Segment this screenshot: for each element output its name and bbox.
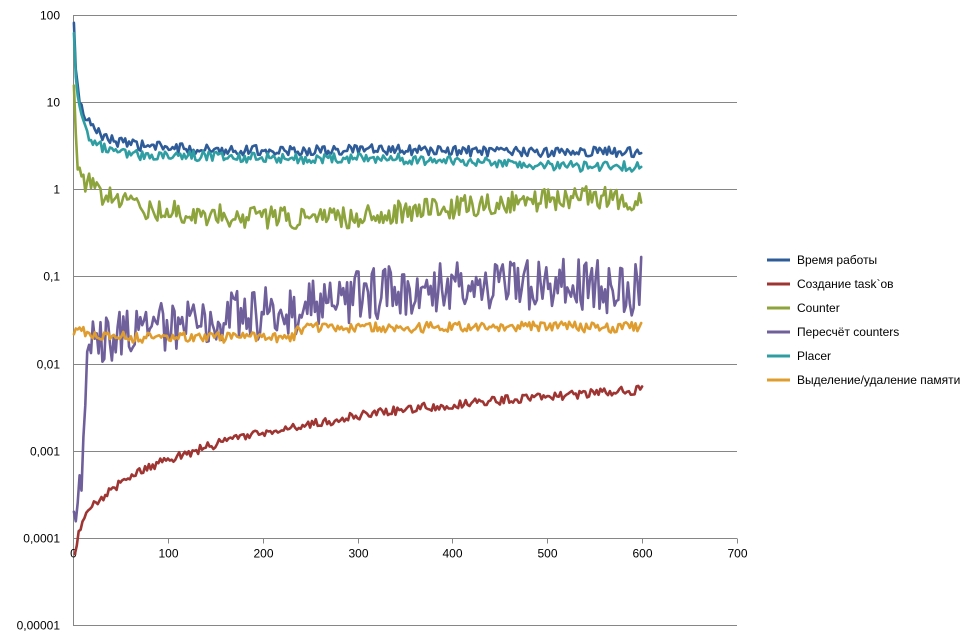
y-tick-label: 100 — [40, 9, 60, 23]
series-lines — [72, 21, 644, 556]
x-tick-label: 700 — [727, 547, 747, 561]
y-tick-label: 1 — [53, 183, 60, 197]
legend-label: Создание task`ов — [797, 277, 894, 291]
x-tick-label: 200 — [253, 547, 273, 561]
legend-label: Пересчёт counters — [797, 325, 899, 339]
x-tick-label: 100 — [158, 547, 178, 561]
legend: Время работы Создание task`ов Counter Перес… — [767, 253, 960, 387]
x-tick-label: 400 — [442, 547, 462, 561]
x-tick-label: 300 — [348, 547, 368, 561]
legend-label: Время работы — [797, 253, 877, 267]
y-tick-label: 0,1 — [43, 270, 60, 284]
x-tick-label: 600 — [632, 547, 652, 561]
series-line-0 — [72, 21, 643, 159]
y-tick-label: 0,00001 — [17, 619, 61, 633]
y-tick-label: 0,001 — [30, 445, 60, 459]
legend-label: Counter — [797, 301, 840, 315]
series-line-5 — [72, 320, 643, 344]
series-line-1 — [73, 384, 644, 556]
y-tick-label: 10 — [47, 96, 61, 110]
series-line-3 — [72, 255, 643, 523]
y-tick-label: 0,0001 — [23, 532, 60, 546]
legend-label: Placer — [797, 349, 831, 363]
axes: 0,00001 0,0001 0,001 0,01 0,1 1 10 100 0 100 200 30… — [17, 9, 748, 633]
x-tick-label: 500 — [537, 547, 557, 561]
series-line-2 — [72, 84, 643, 230]
y-tick-label: 0,01 — [37, 358, 61, 372]
legend-label: Выделение/удаление памяти — [797, 373, 960, 387]
x-tick-label: 0 — [70, 547, 77, 561]
series-line-4 — [72, 31, 643, 173]
